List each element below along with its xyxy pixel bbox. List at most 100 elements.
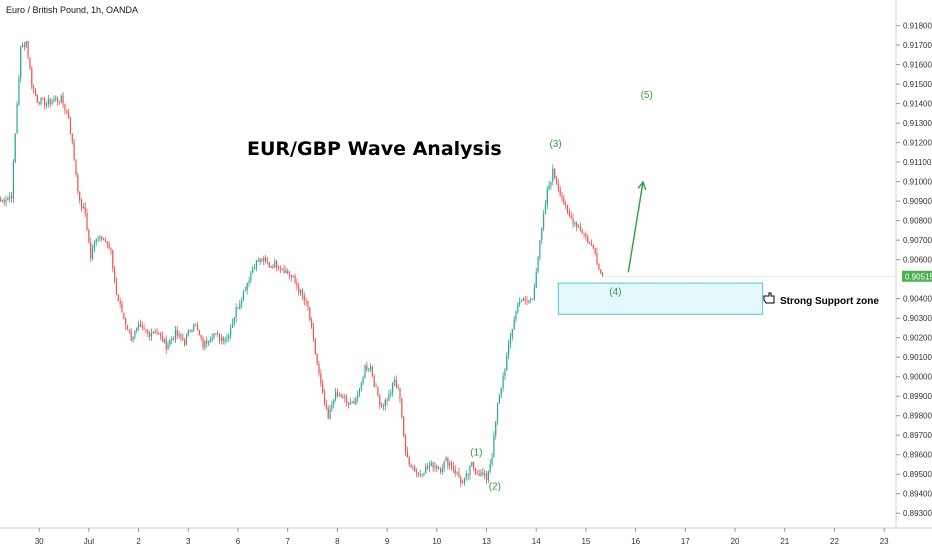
- candle: [461, 479, 464, 484]
- candle: [589, 241, 591, 245]
- candle: [395, 375, 397, 389]
- candle: [150, 328, 153, 341]
- candle: [506, 351, 508, 372]
- candle: [351, 400, 353, 404]
- candle: [596, 248, 598, 265]
- candle: [106, 241, 108, 249]
- price-axis[interactable]: 0.91800 0.91700 0.91600 0.91500 0.91400 0.913…: [896, 22, 932, 519]
- candle: [301, 288, 304, 301]
- chart-title: EUR/GBP Wave Analysis: [247, 138, 502, 160]
- candle: [465, 470, 467, 481]
- candle: [123, 312, 125, 320]
- last-price-label: 0.90515: [905, 272, 932, 281]
- candle: [572, 213, 574, 228]
- candle: [294, 273, 296, 285]
- candle: [84, 201, 86, 217]
- time-tick-label: 14: [532, 537, 541, 546]
- candle: [393, 376, 396, 387]
- candle: [349, 398, 351, 406]
- candle: [489, 459, 491, 474]
- candle: [1, 199, 3, 203]
- price-tick-label: 0.90600: [903, 256, 932, 265]
- candle: [404, 433, 407, 457]
- candle: [189, 329, 191, 333]
- candle: [185, 333, 188, 346]
- candle: [585, 231, 587, 241]
- candle: [237, 306, 239, 309]
- candle: [546, 186, 548, 210]
- price-tick-label: 0.91600: [903, 61, 932, 70]
- candle: [272, 264, 274, 270]
- candle: [485, 470, 488, 484]
- candle: [152, 330, 154, 335]
- candle: [323, 388, 326, 407]
- candle: [165, 335, 167, 355]
- support-zone[interactable]: [557, 282, 764, 315]
- candle: [156, 328, 158, 335]
- candle: [154, 328, 156, 334]
- candle: [502, 372, 504, 392]
- candle: [114, 265, 116, 284]
- candle: [176, 325, 178, 340]
- candle: [196, 321, 199, 331]
- candle: [458, 467, 460, 478]
- candle: [360, 381, 362, 392]
- candle: [233, 316, 235, 327]
- candle: [305, 297, 307, 306]
- candle: [463, 477, 466, 486]
- candle: [590, 239, 593, 247]
- candle: [520, 299, 523, 303]
- support-zone-label: Strong Support zone: [780, 296, 879, 307]
- candle: [218, 333, 221, 345]
- wave-label: (5): [641, 90, 653, 101]
- candle: [563, 194, 565, 205]
- time-tick-label: 9: [385, 537, 390, 546]
- candle: [104, 237, 107, 243]
- candle: [531, 298, 534, 300]
- price-tick-label: 0.91100: [903, 158, 932, 167]
- candle: [342, 393, 344, 400]
- price-tick-label: 0.91300: [903, 119, 932, 128]
- candle: [12, 159, 14, 204]
- candle: [498, 394, 501, 404]
- candle: [336, 388, 339, 398]
- price-tick-label: 0.89500: [903, 470, 932, 479]
- candle: [403, 415, 405, 438]
- candle: [415, 468, 418, 478]
- candle: [338, 391, 340, 398]
- time-axis[interactable]: 30 Jul 2 3 6 7 8 9 10 13 14 15 16 17 20 21 22 23: [35, 528, 889, 546]
- projection-arrow: [627, 180, 647, 273]
- candle: [200, 334, 202, 341]
- candle: [161, 331, 164, 343]
- candle: [478, 469, 480, 477]
- candle: [38, 101, 40, 106]
- candle: [71, 133, 73, 145]
- candle: [102, 237, 105, 241]
- candle: [193, 323, 195, 333]
- candle: [298, 282, 300, 296]
- candle: [456, 471, 458, 476]
- candle: [222, 336, 224, 345]
- time-tick-label: 13: [482, 537, 491, 546]
- candle: [261, 258, 263, 263]
- candle: [542, 210, 545, 232]
- candle: [474, 468, 477, 476]
- price-tick-label: 0.90100: [903, 353, 932, 362]
- candle: [412, 464, 414, 471]
- time-tick-label: Jul: [84, 537, 94, 546]
- candle: [528, 300, 530, 304]
- candle: [576, 221, 578, 232]
- candle: [379, 394, 381, 410]
- candle: [228, 333, 230, 343]
- candle: [274, 258, 276, 268]
- candle: [425, 463, 427, 474]
- price-tick-label: 0.89900: [903, 392, 932, 401]
- candle: [399, 387, 401, 403]
- candle: [388, 389, 390, 402]
- candlestick-series: [0, 40, 604, 488]
- candle: [441, 464, 443, 475]
- candle: [292, 275, 294, 278]
- candle: [86, 208, 88, 231]
- candle: [239, 299, 241, 310]
